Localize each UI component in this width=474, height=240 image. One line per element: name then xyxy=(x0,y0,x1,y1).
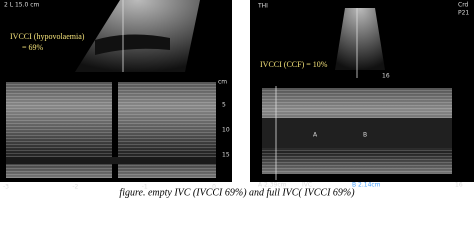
figure: 2 L 15.0 cm IVCCI (hypovolaemia) = 69% c… xyxy=(0,0,474,198)
page: 2 L 15.0 cm IVCCI (hypovolaemia) = 69% c… xyxy=(0,0,474,200)
ivc-band xyxy=(6,157,216,164)
depth: 16 xyxy=(382,73,390,80)
caption: figure. empty IVC (IVCCI 69%) and full I… xyxy=(119,187,355,198)
ivc-band-2 xyxy=(262,118,452,148)
label: IVCCI (CCF) = 10% xyxy=(260,60,328,69)
ivc-lumen xyxy=(95,34,170,55)
b-mode-image-2 xyxy=(335,8,385,70)
label-line2: = 69% xyxy=(22,43,44,52)
depth-tick: 15 xyxy=(222,152,230,159)
marker-a: A xyxy=(313,132,318,139)
marker-b: B xyxy=(363,132,367,139)
measure-a: A 2.39cm xyxy=(258,182,287,189)
time-tick: -1 xyxy=(142,184,148,191)
time-tick: -3 xyxy=(3,184,9,191)
depth-unit: cm xyxy=(218,79,227,86)
probe: Crd xyxy=(458,2,469,9)
preset: P21 xyxy=(458,10,469,17)
label-line1: IVCCI (hypovolaemia) xyxy=(10,32,85,41)
measure-b: B 2.14cm xyxy=(352,182,381,189)
time-tick: -2 xyxy=(72,184,78,191)
header: 2 L 15.0 cm xyxy=(4,2,40,9)
vessel: IVC xyxy=(302,182,312,189)
depth-bottom: 16 xyxy=(455,182,463,189)
time-tick: 0 xyxy=(212,184,216,191)
depth-tick: 10 xyxy=(222,127,230,134)
depth-tick: 5 xyxy=(222,102,226,109)
mode: THI xyxy=(257,3,268,10)
